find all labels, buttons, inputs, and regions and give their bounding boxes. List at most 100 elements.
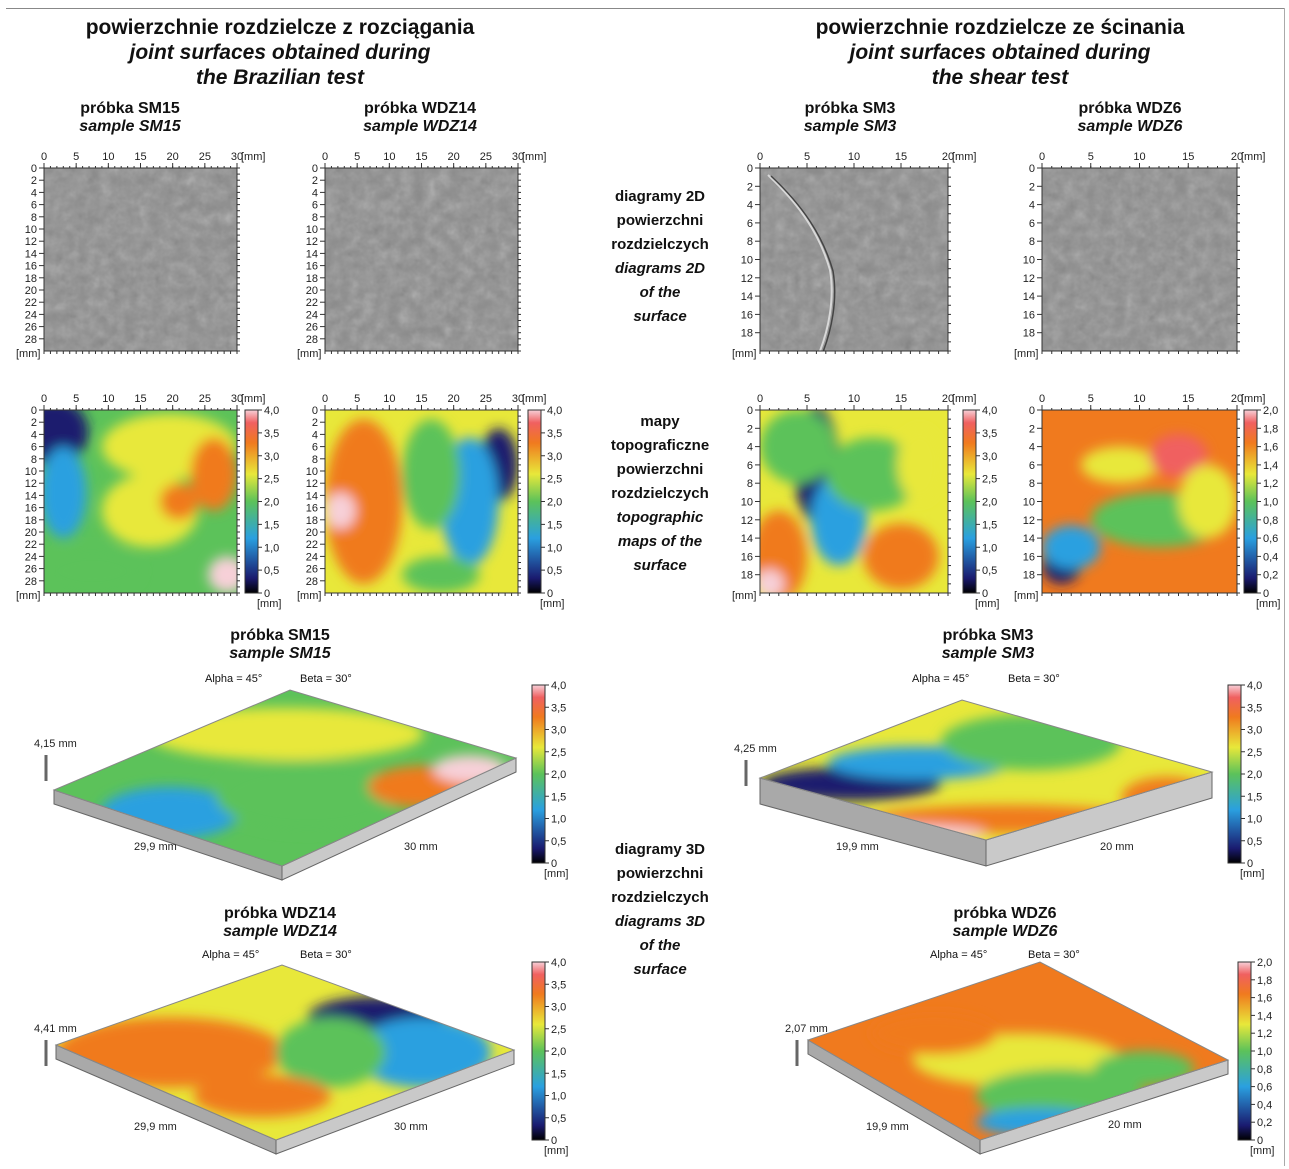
axes: 0 5 10 15 20 25 300246810121416182022242628[mm… [297,151,546,360]
colorbar-label: 1,5 [551,1068,566,1080]
y-tick-label: 8 [312,212,318,224]
y-tick-label: 16 [1023,309,1035,321]
x-tick-label: 5 [1088,393,1094,405]
x-tick-label: 15 [1182,151,1194,163]
colorbar-label: 3,0 [551,725,566,737]
top-outline [806,961,1230,1141]
title-wdz6-2d: próbka WDZ6 sample WDZ6 [1060,100,1200,136]
sample-en: sample WDZ6 [952,923,1058,940]
top-rule [6,8,1284,9]
top-face [54,690,516,866]
header-left-en1: joint surfaces obtained during [129,41,431,64]
height-label: 2,07 mm [785,1023,828,1035]
map-fill [325,410,518,593]
sample-en: sample WDZ6 [1077,118,1183,135]
colorbar-label: 0,8 [1263,515,1278,527]
y-tick-label: 2 [1029,423,1035,435]
y-tick-label: 12 [741,273,753,285]
title-wdz14-3d: próbka WDZ14 sample WDZ14 [200,905,360,941]
map-blobs [325,419,518,593]
y-tick-label: 6 [1029,460,1035,472]
x-tick-label: 10 [848,151,860,163]
mid-line: powierzchni [616,212,704,229]
x-tick-label: 30 [512,393,524,405]
top-outline [52,689,518,867]
colorbar-rect [962,409,977,594]
angle-beta: Beta = 30° [300,949,352,961]
surface-blob [215,760,401,831]
mid-line: rozdzielczych [611,236,709,253]
surface-blob [1093,1051,1195,1087]
x-tick-label: 30 [231,151,243,163]
grayscale-diagram [325,168,518,351]
colorbar-label: 2,0 [551,769,566,781]
length-label: 30 mm [394,1121,428,1133]
surface-blob [146,707,424,761]
map-blob [325,419,403,584]
header-left-en2: the Brazilian test [195,66,365,89]
sample-pl: próbka SM3 [942,627,1034,644]
map-blobs [44,410,237,593]
surface-blob [871,1011,997,1055]
y-tick-label: 18 [741,570,753,582]
header-left-pl: powierzchnie rozdzielcze z rozciągania [85,16,475,39]
colorbar-label: 2,5 [551,1024,566,1036]
unit-label: [mm] [241,151,265,163]
x-tick-label: 30 [512,151,524,163]
x-tick-label: 10 [102,393,114,405]
y-tick-label: 22 [306,297,318,309]
colorbar-label: 2,0 [982,497,997,509]
colorbar-label: 1,2 [1257,1028,1272,1040]
top-outline [758,699,1214,841]
x-tick-label: 0 [1039,393,1045,405]
colorbar-label: 1,4 [1257,1010,1272,1022]
colorbar-label: 1,0 [547,542,562,554]
colorbar-label: 0,4 [1263,551,1278,563]
x-tick-label: 10 [848,393,860,405]
colorbar-label: 0,4 [1257,1099,1272,1111]
map-blobs [760,410,943,593]
y-tick-label: 22 [25,539,37,551]
x-tick-label: 5 [804,151,810,163]
colorbar-label: 3,5 [547,428,562,440]
y-tick-label: 24 [306,309,318,321]
y-tick-label: 16 [25,261,37,273]
angle-beta: Beta = 30° [1008,673,1060,685]
y-tick-label: 2 [312,417,318,429]
colorbar-rect [531,961,546,1141]
y-tick-label: 16 [25,503,37,515]
x-tick-label: 10 [1133,393,1145,405]
view-3d: 4,25 mm 19,9 mm 20 mm [734,699,1214,867]
ridge-highlight [767,174,833,351]
mid-line: diagrams 3D [614,913,706,930]
colorbar: 4,0 3,5 3,0 2,5 2,0 1,5 1,0 0,5 0[mm] [1227,680,1264,880]
sample-pl: próbka SM3 [804,100,896,117]
axes: 0 5 10 15 20 0 2 4 6 8 10 12 14 16 18 [mm] [mm] [1014,393,1265,602]
colorbar: 4,0 3,5 3,0 2,5 2,0 1,5 1,0 0,5 0[mm] [531,680,568,880]
mid-line: topographic [616,509,704,526]
unit-label: [mm] [544,1145,568,1157]
sample-pl: próbka WDZ6 [953,905,1057,922]
colorbar-label: 1,4 [1263,460,1278,472]
colorbar-label: 1,2 [1263,478,1278,490]
axes: 0 5 10 15 20 25 300246810121416182022242628[mm… [16,393,265,602]
top-outline [54,964,516,1141]
y-tick-label: 6 [747,460,753,472]
unit-label: [mm] [522,151,546,163]
angle-alpha: Alpha = 45° [202,949,260,961]
mid-line: topograficzne [610,437,710,454]
mid-line: mapy [640,413,680,430]
colorbar-label: 0 [1257,1135,1263,1147]
y-tick-label: 22 [306,539,318,551]
colorbar-label: 3,5 [982,428,997,440]
label-topo-maps: mapy topograficzne powierzchni rozdzielc… [590,410,730,578]
y-tick-label: 12 [25,478,37,490]
colorbar-label: 1,5 [547,519,562,531]
unit-label: [mm] [952,393,976,405]
length-label: 20 mm [1100,841,1134,853]
colorbar-label: 1,5 [264,519,279,531]
colorbar: 4,0 3,5 3,0 2,5 2,0 1,5 1,0 0,5 0[mm] [527,405,564,610]
colorbar-label: 0,2 [1257,1117,1272,1129]
axes: 0 5 10 15 20 25 300246810121416182022242628[mm… [297,393,546,602]
x-tick-label: 15 [134,393,146,405]
